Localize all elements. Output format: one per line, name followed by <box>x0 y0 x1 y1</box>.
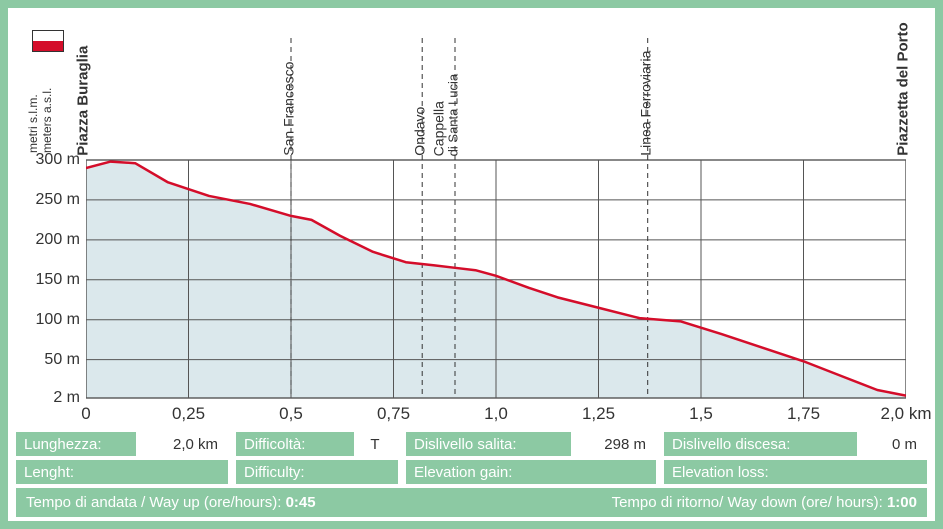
time-down-value: 1:00 <box>887 494 917 511</box>
waypoint-label: Piazzetta del Porto <box>895 23 911 156</box>
gain-label-en: Elevation gain: <box>406 460 656 484</box>
chart-area: metri s.l.m. meters a.s.l. 2 m 50 m 100 m 1… <box>8 8 935 448</box>
elevation-plot: 2 m50 m100 m150 m200 m250 m300 m00,250,5… <box>86 28 906 448</box>
gain-value: 298 m <box>571 432 656 456</box>
trail-card: metri s.l.m. meters a.s.l. 2 m 50 m 100 m 1… <box>0 0 943 529</box>
x-tick-label: 1,25 <box>582 404 615 424</box>
x-tick-label: 0,25 <box>172 404 205 424</box>
y-tick-label: 150 m <box>20 271 80 289</box>
country-flag <box>32 30 64 52</box>
time-up-value: 0:45 <box>286 494 316 511</box>
plot-svg <box>86 28 906 448</box>
time-down: Tempo di ritorno/ Way down (ore/ hours):… <box>612 494 917 511</box>
difficulty-value: T <box>354 432 398 456</box>
length-label-en: Lenght: <box>16 460 228 484</box>
difficulty-label-it: Difficoltà: <box>236 432 354 456</box>
y-tick-label: 200 m <box>20 231 80 249</box>
difficulty-label-en: Difficulty: <box>236 460 398 484</box>
info-panel: Lunghezza: 2,0 km Lenght: Difficoltà: T … <box>8 426 935 521</box>
waypoint-label: Ondavo <box>413 107 428 156</box>
loss-label-it: Dislivello discesa: <box>664 432 857 456</box>
loss-value: 0 m <box>857 432 927 456</box>
length-value: 2,0 km <box>136 432 228 456</box>
waypoint-label: Cappelladi Santa Lucia <box>432 74 460 156</box>
waypoint-label: Linea Ferroviaria <box>638 51 653 156</box>
y-axis-title-it: metri s.l.m. <box>26 88 40 153</box>
y-tick-label: 250 m <box>20 191 80 209</box>
x-tick-label: 0,5 <box>279 404 303 424</box>
y-tick-label: 300 m <box>20 151 80 169</box>
time-up: Tempo di andata / Way up (ore/hours): 0:… <box>26 494 316 511</box>
x-tick-label: 0,75 <box>377 404 410 424</box>
y-axis-title: metri s.l.m. meters a.s.l. <box>26 88 54 153</box>
length-label-it: Lunghezza: <box>16 432 136 456</box>
time-bar: Tempo di andata / Way up (ore/hours): 0:… <box>16 488 927 517</box>
time-down-label: Tempo di ritorno/ Way down (ore/ hours): <box>612 494 887 511</box>
gain-label-it: Dislivello salita: <box>406 432 571 456</box>
loss-label-en: Elevation loss: <box>664 460 927 484</box>
y-tick-label: 100 m <box>20 311 80 329</box>
x-tick-label: 1,0 <box>484 404 508 424</box>
waypoint-label: San Francesco <box>281 62 296 156</box>
y-axis-title-en: meters a.s.l. <box>40 88 54 153</box>
x-tick-label: 1,75 <box>787 404 820 424</box>
y-tick-label: 50 m <box>20 351 80 369</box>
x-tick-label: 1,5 <box>689 404 713 424</box>
y-tick-label: 2 m <box>20 389 80 407</box>
x-tick-label: 0 <box>81 404 90 424</box>
time-up-label: Tempo di andata / Way up (ore/hours): <box>26 494 286 511</box>
x-tick-label: 2,0 km <box>880 404 931 424</box>
waypoint-label: Piazza Buraglia <box>75 46 91 156</box>
